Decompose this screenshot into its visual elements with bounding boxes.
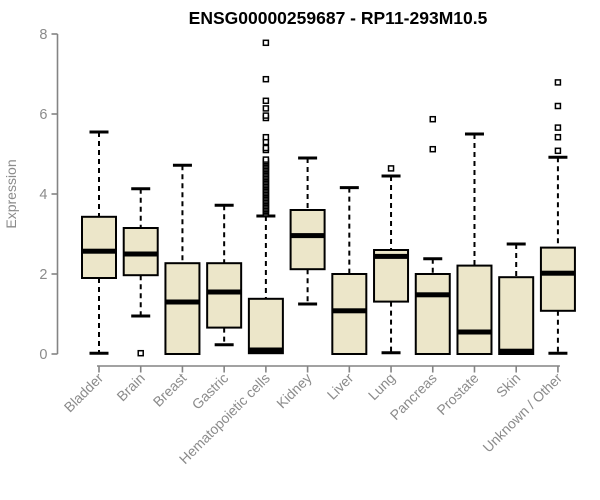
box-unknown-other	[539, 246, 576, 312]
outlier-point	[262, 105, 270, 112]
outlier-point	[554, 147, 562, 155]
x-tick-label: Bladder	[61, 370, 107, 416]
box-bladder	[81, 215, 117, 280]
median-line	[82, 248, 116, 254]
median-line	[499, 348, 534, 354]
box-prostate	[456, 264, 493, 356]
y-tick-label: 2	[39, 267, 47, 283]
outlier-point	[262, 156, 270, 163]
x-tick-label: Lung	[365, 370, 398, 403]
y-axis-title: Expression	[3, 159, 19, 228]
x-tick-label: Skin	[493, 370, 524, 401]
median-line	[457, 329, 492, 335]
outlier-point	[554, 102, 562, 110]
outlier-point	[554, 133, 562, 141]
outlier-point	[429, 145, 437, 153]
outlier-point	[262, 97, 270, 105]
median-line	[374, 253, 409, 259]
outlier-point	[262, 39, 270, 47]
median-line	[207, 289, 242, 295]
median-line	[415, 292, 450, 298]
outlier-point	[554, 79, 562, 86]
outlier-point	[137, 349, 144, 357]
x-tick-label: Liver	[324, 370, 357, 403]
y-tick-label: 0	[39, 347, 47, 363]
outlier-point	[262, 144, 270, 152]
x-tick-label: Breast	[150, 370, 190, 410]
box-kidney	[289, 209, 326, 271]
x-tick-label: Brain	[113, 370, 147, 404]
outlier-point	[262, 133, 270, 141]
box-gastric	[206, 262, 243, 329]
outlier-point	[262, 75, 270, 83]
box-series	[81, 39, 576, 357]
median-line	[332, 308, 367, 314]
x-tick-label: Kidney	[273, 370, 315, 412]
x-tick-label: Unknown / Other	[479, 370, 565, 456]
outlier-point	[262, 112, 270, 119]
median-line	[248, 347, 283, 353]
median-line	[290, 233, 325, 239]
outlier-point	[429, 115, 437, 123]
median-line	[540, 270, 575, 276]
outlier-point	[554, 124, 562, 131]
box-pancreas	[414, 273, 451, 355]
y-tick-label: 4	[39, 187, 47, 203]
y-tick-label: 8	[39, 27, 47, 43]
outlier-point	[387, 165, 395, 172]
box-hematopoietic-cells	[247, 297, 284, 355]
y-tick-label: 6	[39, 107, 47, 123]
chart-title: ENSG00000259687 - RP11-293M10.5	[189, 8, 488, 28]
box-skin	[498, 276, 535, 356]
median-line	[123, 251, 158, 257]
x-tick-label: Prostate	[433, 370, 481, 418]
median-line	[165, 299, 200, 305]
box-breast	[164, 262, 201, 356]
box-liver	[331, 273, 368, 355]
